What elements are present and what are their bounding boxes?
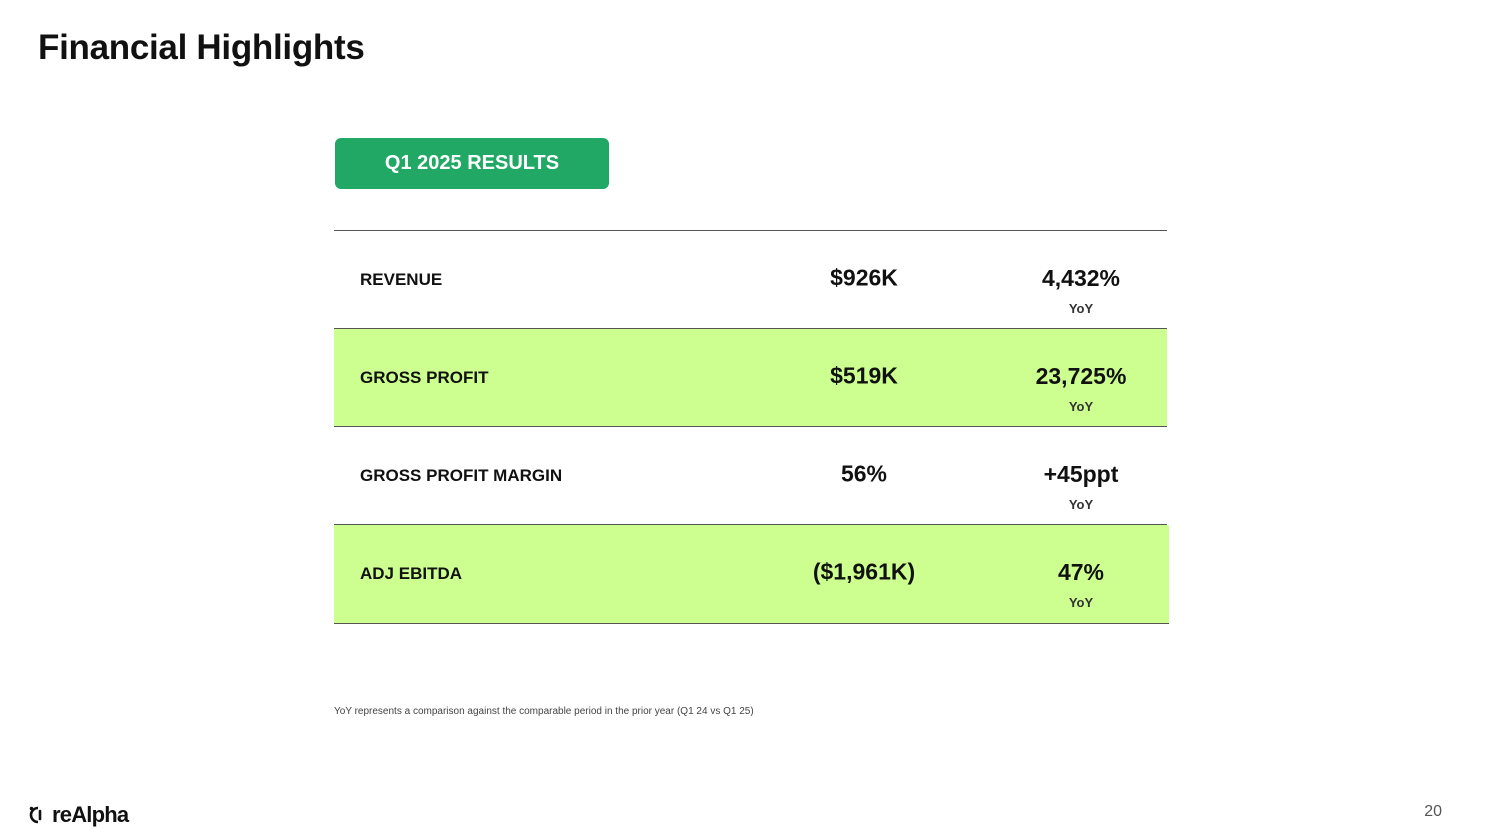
brand-logo: reAlpha — [28, 801, 129, 829]
metric-row-adj-ebitda: ADJ EBITDA ($1,961K) 47% YoY — [334, 525, 1169, 624]
footnote: YoY represents a comparison against the … — [334, 706, 754, 717]
metric-row-gross-profit-margin: GROSS PROFIT MARGIN 56% +45ppt YoY — [334, 427, 1167, 525]
metric-change-label: YoY — [1068, 301, 1094, 316]
metric-value: $519K — [830, 362, 898, 388]
metric-change-label: YoY — [1068, 399, 1094, 414]
metric-change: +45ppt — [1043, 461, 1119, 487]
metric-label: REVENUE — [360, 269, 443, 289]
metric-value: $926K — [830, 264, 898, 290]
metric-row-gross-profit: GROSS PROFIT $519K 23,725% YoY — [334, 329, 1167, 427]
results-period-badge: Q1 2025 RESULTS — [335, 138, 609, 189]
realpha-logo-icon — [29, 806, 42, 824]
logo-text: reAlpha — [52, 802, 129, 827]
page-title: Financial Highlights — [38, 28, 365, 67]
metric-change-label: YoY — [1068, 595, 1094, 610]
metric-value: ($1,961K) — [812, 558, 916, 585]
metric-change: 47% — [1057, 559, 1105, 585]
metric-change: 4,432% — [1041, 265, 1120, 291]
metric-label: ADJ EBITDA — [360, 564, 463, 583]
metrics-table: REVENUE $926K 4,432% YoY GROSS PROFIT $5… — [334, 230, 1169, 624]
metric-label: GROSS PROFIT — [360, 367, 489, 387]
metric-change: 23,725% — [1035, 363, 1127, 389]
metric-label: GROSS PROFIT MARGIN — [360, 465, 563, 485]
page-number: 20 — [1424, 803, 1442, 820]
metric-row-revenue: REVENUE $926K 4,432% YoY — [334, 231, 1167, 329]
metric-value: 56% — [840, 460, 888, 486]
metric-change-label: YoY — [1068, 497, 1094, 512]
